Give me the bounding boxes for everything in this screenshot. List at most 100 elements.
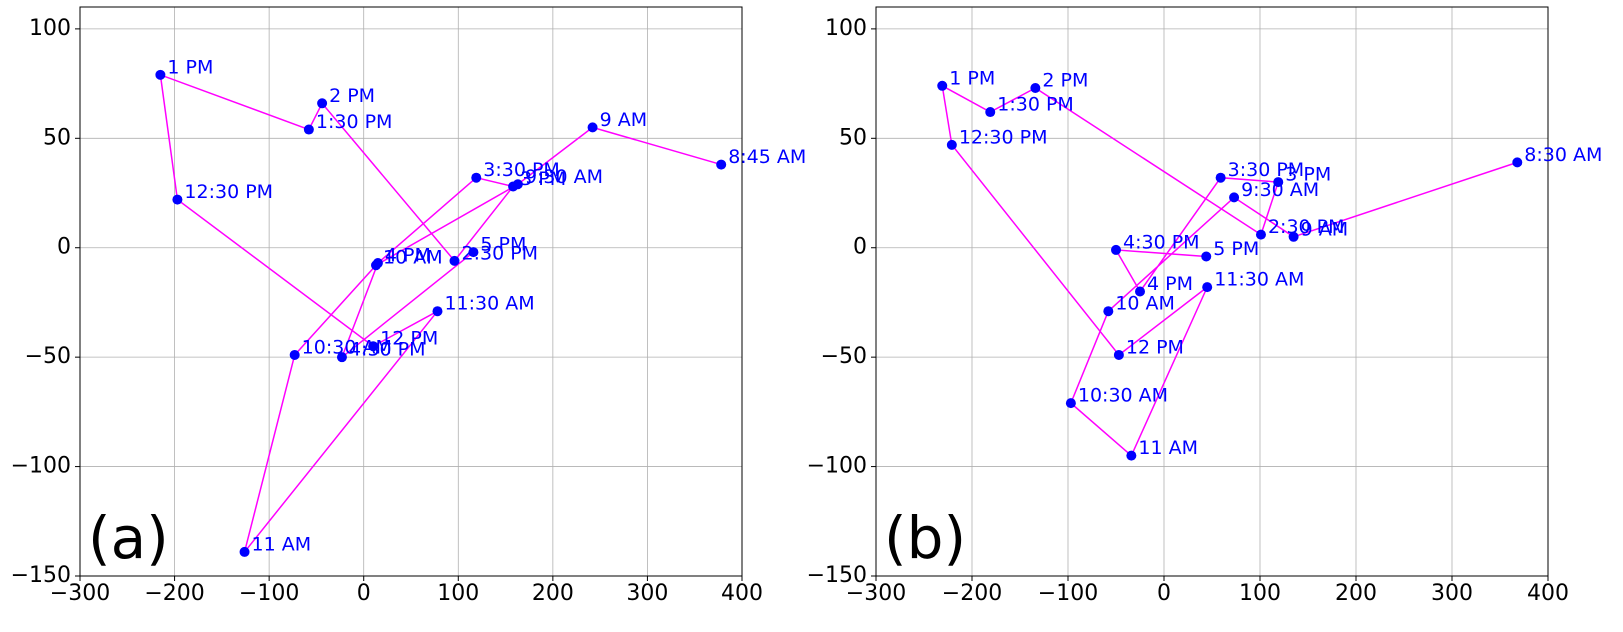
plot-frame	[875, 6, 1549, 577]
point-label: 10 AM	[1115, 293, 1175, 315]
point-label: 3:30 PM	[483, 159, 560, 181]
point	[1202, 282, 1213, 293]
x-tick-label: 0	[357, 581, 371, 606]
x-tick-label: 400	[1527, 581, 1569, 606]
plot-frame	[79, 6, 743, 577]
point	[172, 194, 183, 205]
point-label: 1 PM	[167, 56, 213, 78]
y-tick-label: −50	[25, 344, 71, 369]
point-label: 12:30 PM	[959, 126, 1048, 148]
point	[239, 546, 250, 557]
point	[1288, 231, 1299, 242]
point-label: 4:30 PM	[1123, 231, 1200, 253]
point-label: 8:30 AM	[1524, 144, 1602, 166]
point-label: 2 PM	[329, 85, 375, 107]
point	[508, 181, 519, 192]
point-label: 1:30 PM	[997, 94, 1074, 116]
y-tick-label: 0	[853, 235, 867, 260]
point	[1111, 244, 1121, 255]
point-label: 9:30 AM	[525, 166, 603, 188]
point-label: 4 PM	[1147, 273, 1193, 295]
point	[1201, 251, 1212, 262]
y-tick-label: −150	[11, 563, 71, 588]
point	[1103, 306, 1114, 317]
x-tick-label: 300	[626, 581, 668, 606]
trajectory	[159, 73, 722, 553]
panel-label: (a)	[88, 504, 169, 572]
point-label: 5 PM	[480, 234, 526, 256]
point-label: 10:30 AM	[302, 336, 392, 358]
x-tick-label: −200	[144, 581, 204, 606]
point-label: 3 PM	[1285, 164, 1331, 186]
point	[471, 172, 482, 183]
point	[336, 352, 347, 363]
point-label: 11:30 AM	[444, 293, 534, 315]
y-tick-label: 0	[57, 235, 71, 260]
point-label: 5 PM	[1213, 238, 1259, 260]
point-label: 9 AM	[600, 109, 648, 131]
point-label: 12:30 PM	[184, 181, 273, 203]
point-label: 3 PM	[520, 168, 566, 190]
point	[155, 69, 166, 80]
point-label: 1 PM	[949, 67, 995, 89]
point-label: 4:30 PM	[349, 339, 426, 361]
point-label: 11 AM	[1138, 437, 1198, 459]
point-label: 11 AM	[252, 533, 312, 555]
point-label: 9:30 AM	[1241, 179, 1319, 201]
point	[1255, 229, 1266, 240]
point	[946, 139, 957, 150]
y-tick-label: −150	[807, 563, 867, 588]
point	[937, 80, 948, 91]
point	[1215, 172, 1226, 183]
x-tick-label: −200	[942, 581, 1002, 606]
point	[1512, 157, 1523, 168]
point	[1273, 177, 1284, 188]
x-tick-label: −100	[1038, 581, 1098, 606]
panel-label: (b)	[884, 504, 966, 572]
point	[1030, 82, 1041, 93]
point	[449, 255, 460, 266]
point-label: 2:30 PM	[1268, 216, 1345, 238]
point-label: 1:30 PM	[316, 111, 393, 133]
point-label: 10:30 AM	[1078, 385, 1168, 407]
point-label: 9 AM	[1301, 218, 1349, 240]
point-label: 2:30 PM	[462, 242, 539, 264]
x-tick-label: 300	[1431, 581, 1473, 606]
y-tick-label: −50	[821, 344, 867, 369]
point	[716, 159, 727, 170]
point-label: 3:30 PM	[1228, 159, 1305, 181]
y-tick-label: 50	[839, 125, 867, 150]
point-label: 11:30 AM	[1214, 269, 1304, 291]
point	[1229, 192, 1240, 203]
trajectory	[941, 84, 1518, 457]
point-label: 8:45 AM	[728, 146, 806, 168]
x-tick-label: 200	[532, 581, 574, 606]
point	[1135, 286, 1145, 297]
point	[587, 122, 598, 133]
point-label: 4 PM	[385, 245, 431, 267]
y-tick-label: −100	[807, 454, 867, 479]
x-tick-label: 200	[1335, 581, 1377, 606]
x-tick-label: −300	[846, 581, 906, 606]
y-tick-label: 100	[29, 16, 71, 41]
point-label: 10 AM	[383, 247, 443, 269]
point	[303, 124, 314, 135]
point	[1113, 349, 1124, 360]
point	[289, 349, 300, 360]
x-tick-label: 0	[1157, 581, 1171, 606]
point	[372, 258, 383, 269]
y-tick-label: 100	[825, 16, 867, 41]
y-tick-label: 50	[43, 125, 71, 150]
y-tick-label: −100	[11, 454, 71, 479]
x-tick-label: −100	[239, 581, 299, 606]
point	[985, 107, 996, 118]
x-tick-label: 100	[437, 581, 479, 606]
point-label: 12 PM	[1126, 336, 1184, 358]
x-tick-label: 400	[721, 581, 763, 606]
point	[368, 341, 379, 352]
point-label: 2 PM	[1042, 69, 1088, 91]
point	[432, 306, 443, 317]
point	[1065, 398, 1076, 409]
point-label: 12 PM	[380, 328, 438, 350]
